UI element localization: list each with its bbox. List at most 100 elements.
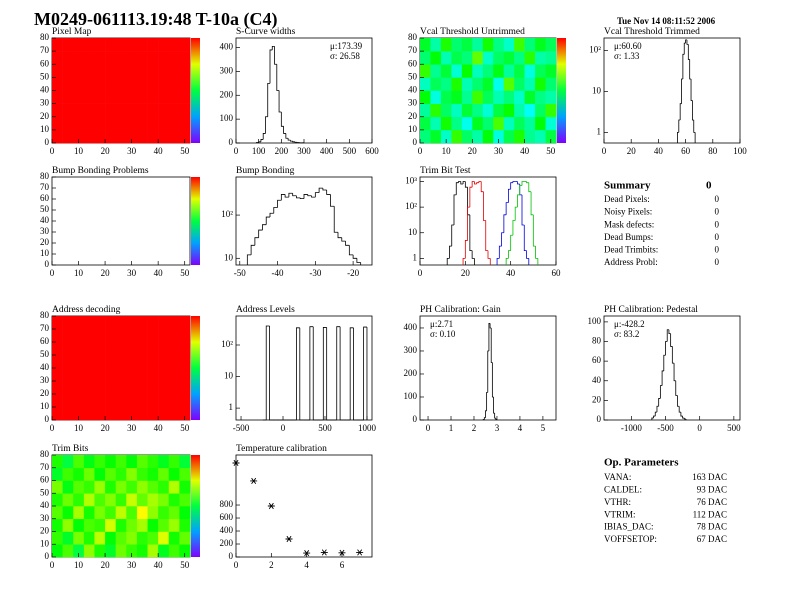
- heatmap-cell: [73, 544, 85, 558]
- panel-title: Bump Bonding: [236, 166, 295, 176]
- heatmap-cell: [136, 129, 148, 144]
- heatmap-cell: [440, 64, 452, 78]
- histogram-bin: [692, 100, 694, 121]
- heatmap-cell: [514, 51, 525, 65]
- y-tick-label: 40: [40, 215, 50, 225]
- x-tick-label: 100: [733, 146, 747, 156]
- histogram-bin: [491, 362, 494, 398]
- histogram-bin: [296, 327, 300, 420]
- heatmap-cell: [136, 77, 148, 91]
- marker: [267, 502, 275, 510]
- panel-title: Pixel Map: [52, 27, 92, 37]
- y-tick-label: 0: [45, 137, 50, 147]
- heatmap-cell: [126, 467, 138, 481]
- heatmap-cell: [94, 64, 106, 78]
- heatmap-cell: [115, 103, 127, 118]
- heatmap-cell: [94, 518, 106, 532]
- heatmap-cell: [73, 316, 85, 330]
- x-tick-label: 0: [418, 268, 423, 278]
- heatmap-cell: [126, 116, 138, 131]
- histogram-bin: [685, 39, 687, 44]
- heatmap-cell: [147, 506, 159, 520]
- y-tick-label: 800: [220, 499, 234, 509]
- heatmap-cell: [493, 64, 504, 78]
- x-tick-label: 5: [541, 423, 546, 433]
- heatmap-cell: [126, 64, 138, 78]
- heatmap-cell: [136, 493, 148, 507]
- heatmap-cell: [524, 90, 536, 104]
- y-tick-label: 60: [40, 58, 50, 68]
- heatmap-cell: [83, 544, 95, 558]
- heatmap-cell: [73, 355, 85, 369]
- heatmap-cell: [83, 129, 95, 144]
- heatmap-cell: [105, 316, 116, 330]
- heatmap-cell: [430, 77, 442, 91]
- histogram-bin: [363, 326, 367, 420]
- heatmap-cell: [472, 77, 484, 91]
- heatmap-cell: [179, 77, 191, 91]
- histogram-bin: [312, 326, 317, 421]
- heatmap-cell: [514, 38, 525, 52]
- heatmap-cell: [420, 103, 431, 118]
- heatmap-cell: [147, 316, 159, 330]
- heatmap-cell: [105, 467, 116, 481]
- histogram-bin: [265, 216, 270, 225]
- x-tick-label: 30: [127, 146, 137, 156]
- parameter-label: VTRIM:: [604, 509, 636, 519]
- histogram-bin: [318, 187, 323, 193]
- heatmap-cell: [168, 90, 180, 104]
- heatmap-cell: [179, 518, 191, 532]
- heatmap-cell: [105, 368, 116, 382]
- histogram-bin: [267, 82, 270, 117]
- heatmap-cell: [158, 316, 170, 330]
- summary-label: Address Probl:: [604, 257, 658, 267]
- heatmap-cell: [136, 531, 148, 545]
- heatmap-cell: [179, 368, 191, 382]
- histogram-bin: [517, 194, 520, 208]
- heatmap-cell: [52, 90, 63, 104]
- heatmap-cell: [52, 38, 63, 52]
- heatmap-cell: [94, 90, 106, 104]
- panel-title: Trim Bit Test: [420, 166, 471, 176]
- histogram-bin: [661, 370, 664, 386]
- histogram-bin: [678, 406, 681, 413]
- heatmap-cell: [73, 518, 85, 532]
- heatmap-cell: [105, 493, 116, 507]
- heatmap-cell: [179, 103, 191, 118]
- x-tick-label: 400: [320, 146, 334, 156]
- histogram-bin: [512, 220, 516, 236]
- heatmap-cell: [451, 77, 463, 91]
- heatmap-cell: [503, 103, 515, 118]
- heatmap-cell: [105, 129, 116, 144]
- heatmap-cell: [168, 480, 180, 494]
- stats-text: μ:-428.2: [614, 319, 645, 329]
- y-tick-label: 80: [408, 32, 418, 42]
- heatmap-cell: [73, 467, 85, 481]
- heatmap-cell: [105, 407, 116, 421]
- x-tick-label: 0: [602, 146, 607, 156]
- y-tick-label: 50: [40, 204, 50, 214]
- y-tick-label: 50: [40, 349, 50, 359]
- heatmap-cell: [158, 116, 170, 131]
- histogram-bin: [668, 329, 671, 335]
- heatmap-cell: [136, 103, 148, 118]
- histogram-bin: [341, 237, 346, 242]
- histogram-bin: [337, 232, 342, 239]
- histogram-bin: [451, 224, 454, 247]
- histogram-bin: [278, 90, 282, 113]
- heatmap-cell: [105, 455, 116, 469]
- y-tick-label: 10: [408, 124, 418, 134]
- heatmap-cell: [493, 116, 504, 131]
- heatmap-cell: [461, 38, 473, 52]
- histogram-bin: [677, 395, 680, 407]
- heatmap-cell: [482, 51, 494, 65]
- color-scale: [191, 316, 200, 420]
- heatmap-cell: [73, 531, 85, 545]
- stats-text: μ:173.39: [330, 41, 363, 51]
- heatmap-cell: [482, 103, 494, 118]
- color-scale: [191, 38, 200, 143]
- histogram-bin: [307, 194, 312, 197]
- heatmap-cell: [147, 368, 159, 382]
- marker: [320, 549, 328, 556]
- y-tick-label: 40: [40, 85, 50, 95]
